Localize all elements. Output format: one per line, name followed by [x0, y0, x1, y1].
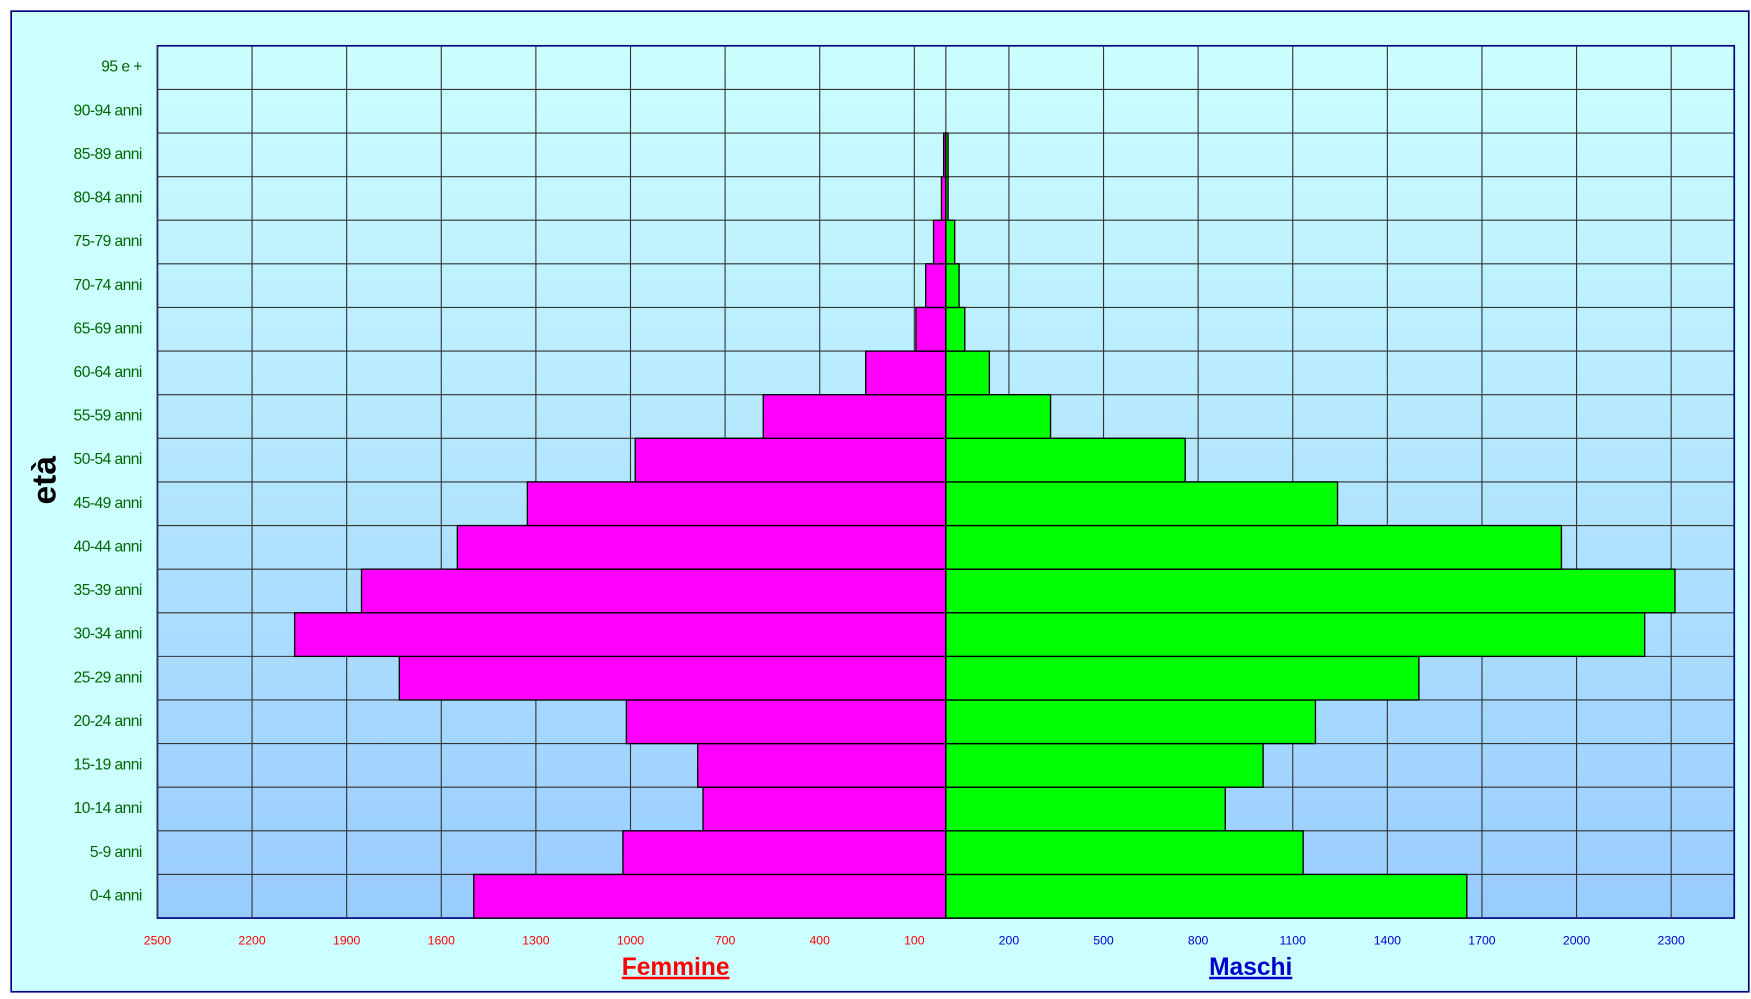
bar: [634, 437, 947, 483]
y-tick-label: 5-9 anni: [90, 844, 142, 861]
y-tick-label: 85-89 anni: [74, 146, 142, 163]
x-tick-label: 200: [999, 934, 1020, 948]
bar: [924, 263, 947, 309]
bar: [945, 699, 1317, 745]
bar: [945, 742, 1264, 788]
legend-label: Femmine: [622, 954, 730, 981]
x-tick-label: 1100: [1280, 934, 1307, 948]
y-tick-label: 0-4 anni: [90, 887, 142, 904]
bar: [865, 350, 947, 396]
bar: [945, 175, 949, 221]
bar: [945, 524, 1563, 570]
bar: [945, 655, 1420, 701]
x-tick-label: 2000: [1563, 934, 1590, 948]
x-tick-label: 2200: [238, 934, 265, 948]
y-tick-label: 65-69 anni: [74, 320, 142, 337]
bar: [945, 786, 1226, 832]
bar: [945, 350, 991, 396]
x-tick-label: 700: [715, 934, 736, 948]
y-tick-label: 10-14 anni: [74, 800, 142, 817]
x-tick-label: 800: [1188, 934, 1209, 948]
y-tick-label: 60-64 anni: [74, 364, 142, 381]
bar: [915, 306, 947, 352]
y-axis-label: età: [27, 456, 64, 505]
y-tick-label: 90-94 anni: [74, 102, 142, 119]
bar: [945, 394, 1052, 439]
bar: [945, 219, 956, 265]
y-tick-label: 55-59 anni: [74, 408, 142, 425]
bar: [945, 612, 1646, 658]
bar: [945, 132, 949, 178]
x-tick-label: 1900: [333, 934, 360, 948]
bar: [945, 306, 966, 352]
y-tick-label: 15-19 anni: [74, 757, 142, 774]
bar: [625, 699, 947, 745]
y-tick-label: 45-49 anni: [74, 495, 142, 512]
bar: [945, 263, 960, 309]
y-tick-label: 50-54 anni: [74, 451, 142, 468]
x-tick-label: 1300: [522, 934, 549, 948]
x-tick-label: 2500: [144, 934, 171, 948]
x-tick-label: 1700: [1468, 934, 1495, 948]
bar: [702, 786, 947, 832]
y-tick-label: 20-24 anni: [74, 713, 142, 730]
y-tick-label: 30-34 anni: [74, 626, 142, 643]
bar: [696, 742, 947, 788]
bar: [932, 219, 947, 265]
x-tick-label: 1400: [1374, 934, 1401, 948]
bar: [473, 873, 947, 919]
bar: [360, 568, 947, 614]
bar: [945, 873, 1468, 919]
x-tick-label: 1600: [428, 934, 455, 948]
x-tick-label: 100: [904, 934, 925, 948]
y-tick-label: 95 e +: [101, 59, 142, 76]
x-tick-label: 1000: [617, 934, 644, 948]
x-tick-label: 400: [809, 934, 830, 948]
x-tick-label: 500: [1093, 934, 1114, 948]
bar: [622, 830, 947, 876]
bar: [945, 481, 1339, 527]
y-tick-label: 70-74 anni: [74, 277, 142, 294]
y-tick-label: 80-84 anni: [74, 190, 142, 207]
x-tick-label: 2300: [1658, 934, 1685, 948]
y-tick-label: 40-44 anni: [74, 538, 142, 555]
bar: [945, 830, 1304, 876]
bar: [526, 481, 947, 527]
bar: [945, 437, 1186, 483]
bar: [398, 655, 947, 701]
bar: [762, 394, 947, 439]
y-tick-label: 25-29 anni: [74, 669, 142, 686]
y-tick-label: 75-79 anni: [74, 233, 142, 250]
y-tick-label: 35-39 anni: [74, 582, 142, 599]
bar: [293, 612, 947, 658]
bar: [456, 524, 947, 570]
legend-label: Maschi: [1209, 954, 1292, 981]
bar: [945, 568, 1676, 614]
